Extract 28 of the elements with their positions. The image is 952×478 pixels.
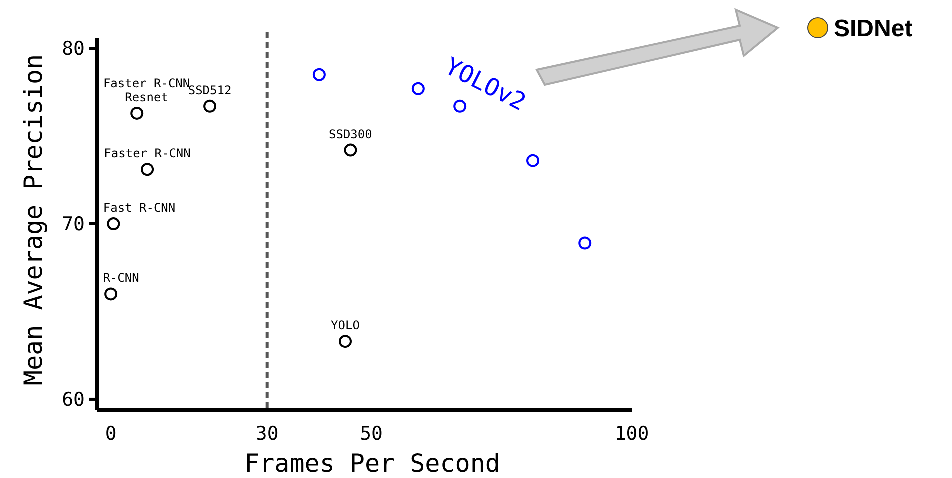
annotation: SSD300 <box>329 127 372 142</box>
annotation: Faster R-CNN <box>104 146 191 161</box>
point <box>107 218 120 230</box>
point <box>104 288 118 301</box>
annotation: Faster R-CNN Resnet <box>103 76 190 104</box>
point <box>578 236 592 250</box>
point <box>344 144 358 157</box>
annotation: Fast R-CNN <box>103 201 176 215</box>
annotation: R-CNN <box>103 271 140 286</box>
point <box>412 82 425 96</box>
y-tick-label: 60 <box>62 389 85 412</box>
x-tick-label: 50 <box>360 423 383 445</box>
point <box>312 68 326 82</box>
y-axis-title: Mean Average Precision <box>19 54 48 386</box>
y-tick-label: 70 <box>62 214 85 236</box>
x-axis-title: Frames Per Second <box>244 449 500 478</box>
point <box>526 154 540 168</box>
legend-label: SIDNet <box>834 15 913 42</box>
annotation: SSD512 <box>188 83 232 98</box>
point <box>130 106 144 120</box>
point <box>338 335 352 348</box>
y-tick-label: 80 <box>62 38 85 60</box>
annotation: YOLO <box>331 318 360 333</box>
point <box>141 163 154 176</box>
x-tick-label: 0 <box>105 423 117 445</box>
x-tick-label: 30 <box>256 423 279 445</box>
point <box>204 100 217 113</box>
x-tick-label: 100 <box>614 423 650 445</box>
